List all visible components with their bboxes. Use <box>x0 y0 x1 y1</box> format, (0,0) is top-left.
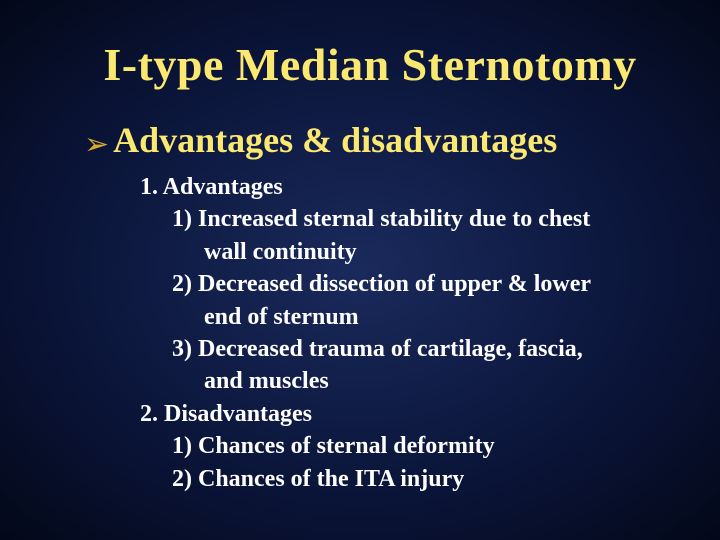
slide-container: I-type Median Sternotomy ➢ Advantages & … <box>0 0 720 495</box>
arrow-bullet-icon: ➢ <box>84 130 109 160</box>
advantages-heading: 1. Advantages <box>140 171 660 203</box>
advantage-item-2: 2) Decreased dissection of upper & lower <box>172 268 660 300</box>
slide-title: I-type Median Sternotomy <box>80 38 660 91</box>
advantage-item-3: 3) Decreased trauma of cartilage, fascia… <box>172 333 660 365</box>
advantage-item-2-cont: end of sternum <box>204 301 660 333</box>
disadvantage-item-1: 1) Chances of sternal deformity <box>172 430 660 462</box>
disadvantage-item-2: 2) Chances of the ITA injury <box>172 463 660 495</box>
disadvantages-heading: 2. Disadvantages <box>140 398 660 430</box>
section-heading-row: ➢ Advantages & disadvantages <box>84 119 660 161</box>
advantage-item-1-cont: wall continuity <box>204 236 660 268</box>
body-content: 1. Advantages 1) Increased sternal stabi… <box>140 171 660 495</box>
advantage-item-3-cont: and muscles <box>204 365 660 397</box>
advantage-item-1: 1) Increased sternal stability due to ch… <box>172 203 660 235</box>
section-heading: Advantages & disadvantages <box>113 119 557 161</box>
